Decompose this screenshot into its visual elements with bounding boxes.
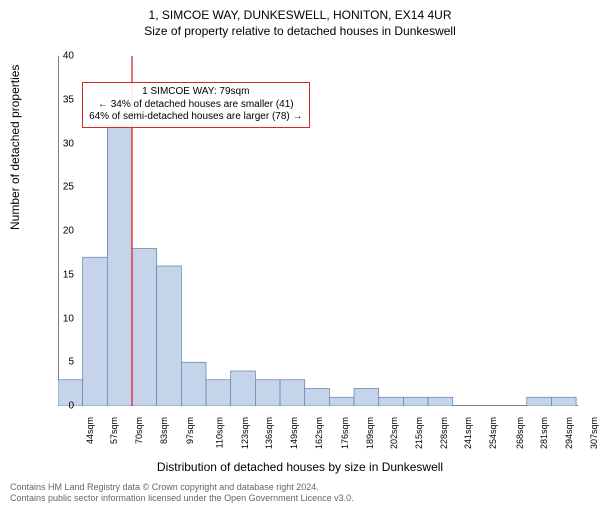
x-tick: 97sqm bbox=[185, 417, 195, 444]
x-tick: 162sqm bbox=[314, 417, 324, 449]
y-tick: 35 bbox=[63, 94, 74, 105]
x-tick: 149sqm bbox=[289, 417, 299, 449]
x-tick: 307sqm bbox=[589, 417, 599, 449]
y-tick: 20 bbox=[63, 226, 74, 237]
x-tick: 281sqm bbox=[539, 417, 549, 449]
chart-plot-area: 1 SIMCOE WAY: 79sqm ← 34% of detached ho… bbox=[58, 56, 578, 406]
y-tick: 0 bbox=[68, 401, 74, 412]
x-tick: 189sqm bbox=[365, 417, 375, 449]
y-tick: 15 bbox=[63, 269, 74, 280]
x-tick: 254sqm bbox=[488, 417, 498, 449]
x-tick: 215sqm bbox=[414, 417, 424, 449]
x-tick: 176sqm bbox=[340, 417, 350, 449]
x-tick: 123sqm bbox=[240, 417, 250, 449]
y-tick: 5 bbox=[68, 357, 74, 368]
chart-title-address: 1, SIMCOE WAY, DUNKESWELL, HONITON, EX14… bbox=[0, 8, 600, 22]
chart-title-desc: Size of property relative to detached ho… bbox=[0, 24, 600, 38]
footer-line1: Contains HM Land Registry data © Crown c… bbox=[10, 482, 354, 493]
x-tick: 136sqm bbox=[264, 417, 274, 449]
y-tick: 40 bbox=[63, 51, 74, 62]
x-axis-label: Distribution of detached houses by size … bbox=[0, 460, 600, 474]
callout-line1: 1 SIMCOE WAY: 79sqm bbox=[89, 86, 302, 99]
x-tick: 70sqm bbox=[134, 417, 144, 444]
footer-line2: Contains public sector information licen… bbox=[10, 493, 354, 504]
x-tick: 44sqm bbox=[85, 417, 95, 444]
x-tick: 202sqm bbox=[389, 417, 399, 449]
x-tick: 228sqm bbox=[439, 417, 449, 449]
attribution-footer: Contains HM Land Registry data © Crown c… bbox=[10, 482, 354, 504]
property-callout: 1 SIMCOE WAY: 79sqm ← 34% of detached ho… bbox=[82, 82, 309, 128]
x-tick: 57sqm bbox=[109, 417, 119, 444]
y-tick: 10 bbox=[63, 313, 74, 324]
y-axis-label: Number of detached properties bbox=[8, 65, 22, 230]
x-tick: 268sqm bbox=[515, 417, 525, 449]
x-tick: 83sqm bbox=[159, 417, 169, 444]
y-tick: 30 bbox=[63, 138, 74, 149]
x-tick: 294sqm bbox=[564, 417, 574, 449]
x-tick: 110sqm bbox=[214, 417, 224, 448]
y-tick: 25 bbox=[63, 182, 74, 193]
callout-line3: 64% of semi-detached houses are larger (… bbox=[89, 111, 302, 124]
callout-line2: ← 34% of detached houses are smaller (41… bbox=[89, 99, 302, 112]
x-tick: 241sqm bbox=[463, 417, 473, 449]
